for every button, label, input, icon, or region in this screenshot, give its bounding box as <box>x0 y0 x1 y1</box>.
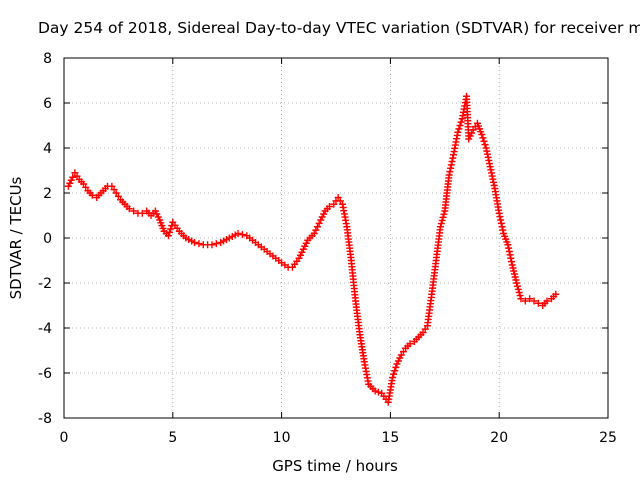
data-point-interp <box>497 216 505 224</box>
chart-title: Day 254 of 2018, Sidereal Day-to-day VTE… <box>38 19 640 37</box>
data-point-interp <box>513 282 521 290</box>
data-point-interp <box>447 161 455 169</box>
data-point <box>534 299 542 307</box>
data-point <box>208 241 216 249</box>
data-point-interp <box>449 154 457 162</box>
data-point-interp <box>391 367 399 375</box>
data-point-interp <box>446 168 454 176</box>
data-point-interp <box>390 370 398 378</box>
data-point <box>513 279 521 287</box>
data-point-interp <box>312 226 320 234</box>
data-point <box>191 239 199 246</box>
y-axis-label: SDTVAR / TECUs <box>7 176 25 299</box>
data-point <box>130 207 138 215</box>
data-point-interp <box>440 210 448 218</box>
data-point-interp <box>315 219 323 227</box>
y-tick-label: -8 <box>38 411 52 427</box>
data-point-interp <box>498 223 506 231</box>
data-point-interp <box>497 219 505 227</box>
data-point-interp <box>448 158 456 165</box>
data-point-interp <box>374 388 382 396</box>
data-point <box>543 297 551 305</box>
data-point-interp <box>507 254 515 262</box>
data-point <box>88 191 96 199</box>
y-tick-label: 6 <box>43 96 52 112</box>
x-tick-label: 20 <box>490 430 508 446</box>
x-tick-label: 5 <box>168 430 177 446</box>
data-point-interp <box>505 244 513 252</box>
data-point-interp <box>455 125 463 133</box>
x-tick-label: 0 <box>60 430 69 446</box>
x-axis-label: GPS time / hours <box>272 457 398 475</box>
y-tick-label: 8 <box>43 51 52 67</box>
data-point <box>371 387 379 395</box>
data-point <box>69 173 77 181</box>
grid <box>64 58 608 418</box>
data-point <box>521 297 529 305</box>
data-point-interp <box>506 251 514 259</box>
data-point-interp <box>167 225 175 233</box>
y-tick-label: -2 <box>38 276 52 292</box>
data-point-interp <box>439 213 447 221</box>
data-point-interp <box>516 292 524 300</box>
data-point-interp <box>438 216 446 224</box>
data-point <box>530 297 538 305</box>
data-point-interp <box>515 288 523 296</box>
y-tick-label: 2 <box>43 186 52 202</box>
data-point <box>552 290 560 298</box>
x-tick-label: 25 <box>599 430 617 446</box>
data-point <box>436 223 444 231</box>
y-tick-label: 4 <box>43 141 52 157</box>
y-tick-label: -6 <box>38 366 52 382</box>
data-point-interp <box>505 248 513 255</box>
data-point-interp <box>195 240 203 248</box>
data-point <box>504 241 512 249</box>
data-point-interp <box>479 134 487 142</box>
data-point-interp <box>447 164 455 172</box>
data-point-interp <box>480 137 488 145</box>
data-point-interp <box>212 240 220 248</box>
x-tick-label: 15 <box>381 430 399 446</box>
data-point <box>125 205 133 213</box>
data-series <box>64 92 560 406</box>
data-point-interp <box>456 122 464 129</box>
data-point-interp <box>508 258 516 266</box>
data-point <box>478 131 486 138</box>
data-point <box>389 374 397 381</box>
data-point-interp <box>314 223 322 231</box>
data-point-interp <box>238 231 246 239</box>
data-point-interp <box>457 118 465 126</box>
axes: 0 5 10 15 20 25 -8 -6 -4 -2 0 2 4 6 8 <box>38 51 617 446</box>
data-point <box>310 230 318 237</box>
y-tick-label: -4 <box>38 321 52 337</box>
data-point-interp <box>481 141 489 149</box>
data-point-interp <box>499 226 507 234</box>
data-point <box>454 128 462 136</box>
data-point-interp <box>392 363 400 371</box>
data-point <box>526 295 534 303</box>
data-point-interp <box>514 285 522 293</box>
data-point <box>325 203 333 210</box>
data-point <box>234 230 242 237</box>
data-point <box>164 232 172 240</box>
data-point-interp <box>166 228 174 236</box>
data-point <box>138 209 146 217</box>
y-tick-label: 0 <box>43 231 52 247</box>
data-point <box>517 295 525 303</box>
data-point <box>495 209 503 217</box>
data-point-interp <box>437 220 445 228</box>
data-point <box>406 340 414 348</box>
x-tick-label: 10 <box>273 430 291 446</box>
data-point <box>445 171 453 179</box>
data-point-interp <box>496 213 504 221</box>
